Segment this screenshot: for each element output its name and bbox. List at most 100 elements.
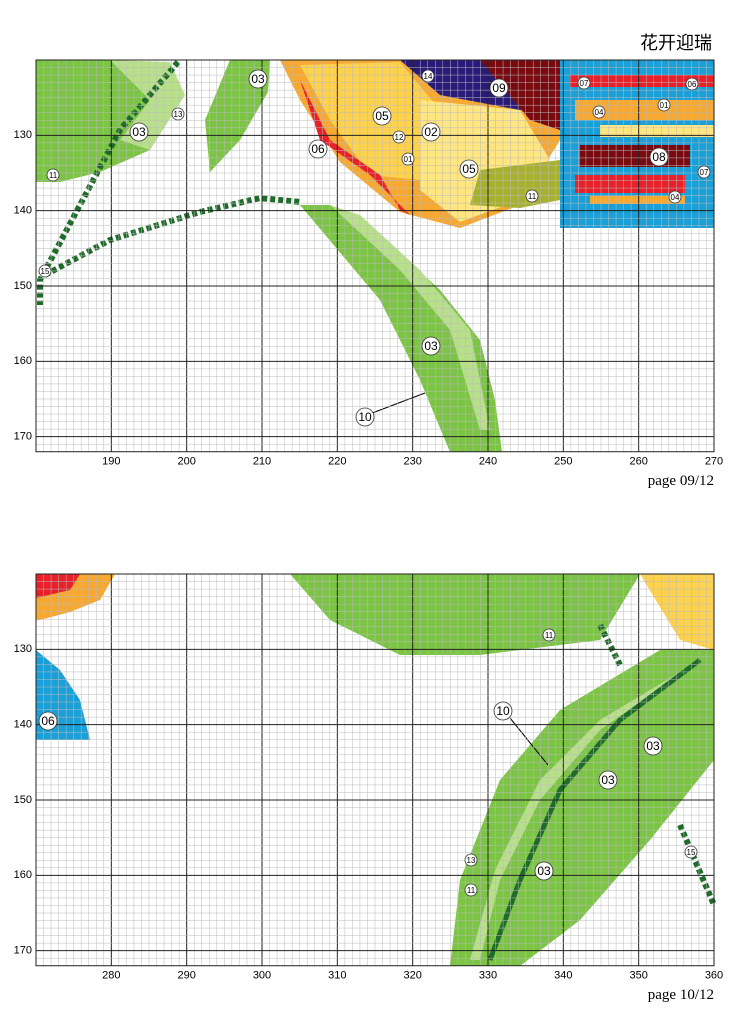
symbol: 03 bbox=[598, 770, 618, 790]
symbol: 03 bbox=[248, 69, 268, 89]
symbol-label: 14 bbox=[424, 72, 433, 81]
symbol-circle bbox=[657, 98, 671, 112]
symbol-circle bbox=[464, 853, 478, 867]
symbol-circle bbox=[401, 152, 415, 166]
symbol: 15 bbox=[38, 264, 52, 278]
symbol-circle bbox=[493, 701, 513, 721]
symbol: 11 bbox=[525, 189, 539, 203]
symbol-circle bbox=[542, 628, 556, 642]
symbol-circle bbox=[421, 69, 435, 83]
symbol: 13 bbox=[464, 853, 478, 867]
symbol-circle bbox=[308, 139, 328, 159]
symbol: 03 bbox=[643, 736, 663, 756]
pointer bbox=[366, 392, 426, 416]
vein bbox=[487, 658, 702, 961]
symbol-label: 12 bbox=[395, 133, 404, 142]
symbol-circle bbox=[685, 77, 699, 91]
symbol-circle bbox=[598, 770, 618, 790]
symbol-label: 08 bbox=[652, 150, 666, 164]
symbols: 03 13 03 11 05 12 02 06 01 05 11 14 09 07 06 04 01 08 07 04… bbox=[38, 69, 711, 897]
symbol-circle bbox=[38, 264, 52, 278]
y-axis-label: 170 bbox=[14, 945, 32, 957]
symbol: 10 bbox=[493, 701, 513, 721]
symbol-label: 03 bbox=[251, 72, 265, 86]
x-axis-label: 210 bbox=[253, 456, 271, 468]
vine bbox=[43, 194, 301, 278]
symbol-label: 11 bbox=[528, 192, 537, 201]
symbol: 08 bbox=[649, 147, 669, 167]
x-axis-label: 250 bbox=[554, 456, 572, 468]
symbol-label: 11 bbox=[545, 631, 554, 640]
leaf bbox=[205, 60, 270, 172]
page-label: page 09/12 bbox=[648, 473, 714, 489]
y-axis-label: 140 bbox=[14, 205, 32, 217]
title: 花开迎瑞 bbox=[640, 33, 712, 53]
symbol-label: 15 bbox=[687, 848, 696, 857]
symbol: 02 bbox=[421, 122, 441, 142]
symbol-label: 05 bbox=[462, 162, 476, 176]
symbol: 10 bbox=[355, 407, 375, 427]
symbol: 13 bbox=[171, 107, 185, 121]
symbol-circle bbox=[248, 69, 268, 89]
symbol-label: 04 bbox=[671, 193, 680, 202]
symbol: 05 bbox=[372, 106, 392, 126]
symbol-label: 04 bbox=[595, 108, 604, 117]
symbol: 06 bbox=[685, 77, 699, 91]
x-axis-label: 290 bbox=[177, 970, 195, 982]
symbol-label: 01 bbox=[660, 101, 669, 110]
symbol: 06 bbox=[308, 139, 328, 159]
x-axis-label: 240 bbox=[479, 456, 497, 468]
symbol: 14 bbox=[421, 69, 435, 83]
x-axis-label: 300 bbox=[253, 970, 271, 982]
symbol-label: 03 bbox=[424, 339, 438, 353]
petal bbox=[580, 145, 690, 167]
x-axis-label: 280 bbox=[102, 970, 120, 982]
symbol-circle bbox=[421, 336, 441, 356]
symbol: 11 bbox=[464, 883, 478, 897]
y-axis-label: 150 bbox=[14, 794, 32, 806]
x-axis-label: 310 bbox=[328, 970, 346, 982]
symbol: 06 bbox=[38, 711, 58, 731]
symbol-label: 09 bbox=[492, 81, 506, 95]
symbol-label: 03 bbox=[537, 864, 551, 878]
petal bbox=[570, 75, 714, 87]
symbol: 11 bbox=[46, 168, 60, 182]
symbol-label: 05 bbox=[375, 109, 389, 123]
x-axis-label: 220 bbox=[328, 456, 346, 468]
symbol-circle bbox=[577, 76, 591, 90]
pointer bbox=[509, 717, 549, 766]
x-axis-label: 340 bbox=[554, 970, 572, 982]
symbol: 01 bbox=[657, 98, 671, 112]
x-axis-label: 270 bbox=[705, 456, 723, 468]
x-axis-label: 350 bbox=[629, 970, 647, 982]
symbol: 05 bbox=[459, 159, 479, 179]
petal bbox=[590, 196, 685, 204]
symbol-label: 01 bbox=[404, 155, 413, 164]
symbol: 04 bbox=[668, 190, 682, 204]
symbol-circle bbox=[643, 736, 663, 756]
x-axis-label: 330 bbox=[479, 970, 497, 982]
symbol-circle bbox=[372, 106, 392, 126]
y-axis-label: 130 bbox=[14, 643, 32, 655]
symbol-circle bbox=[355, 407, 375, 427]
symbol-circle bbox=[649, 147, 669, 167]
x-axis-label: 360 bbox=[705, 970, 723, 982]
symbol-label: 10 bbox=[496, 704, 510, 718]
symbol-label: 07 bbox=[580, 79, 589, 88]
symbol: 11 bbox=[542, 628, 556, 642]
symbol-circle bbox=[129, 122, 149, 142]
symbol-circle bbox=[668, 190, 682, 204]
symbol-circle bbox=[534, 861, 554, 881]
x-axis-label: 320 bbox=[403, 970, 421, 982]
symbol-label: 06 bbox=[41, 714, 55, 728]
symbol-circle bbox=[421, 122, 441, 142]
symbol-label: 03 bbox=[601, 773, 615, 787]
petal bbox=[575, 175, 685, 193]
symbol-label: 13 bbox=[467, 856, 476, 865]
x-axis-label: 190 bbox=[102, 456, 120, 468]
symbol: 12 bbox=[392, 130, 406, 144]
symbol-circle bbox=[171, 107, 185, 121]
symbol-circle bbox=[697, 165, 711, 179]
page-label: page 10/12 bbox=[648, 987, 714, 1003]
